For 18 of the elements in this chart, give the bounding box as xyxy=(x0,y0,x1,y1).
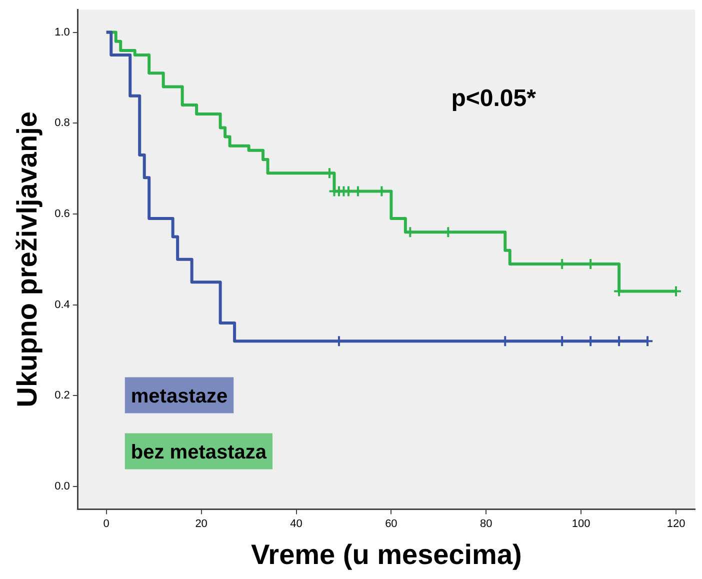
y-tick-label: 0.2 xyxy=(54,390,70,402)
y-tick-label: 0.8 xyxy=(54,117,70,130)
x-tick-label: 40 xyxy=(290,518,302,530)
x-tick-label: 0 xyxy=(103,518,110,530)
x-tick-label: 120 xyxy=(666,518,686,530)
annotation: p<0.05* xyxy=(451,85,537,112)
x-tick-label: 20 xyxy=(195,518,208,530)
x-tick-label: 100 xyxy=(572,518,590,530)
y-tick-label: 1.0 xyxy=(54,26,70,38)
y-tick-label: 0.4 xyxy=(54,298,70,311)
x-tick-label: 80 xyxy=(480,518,492,530)
y-tick-label: 0.0 xyxy=(54,480,70,493)
text: metastaze xyxy=(130,386,228,408)
text: bez metastaza xyxy=(130,442,268,464)
x-tick-label: 60 xyxy=(385,518,398,530)
y-tick-label: 0.6 xyxy=(54,208,70,220)
y-axis-title: Ukupno preživljavanje xyxy=(12,112,43,408)
x-axis-title: Vreme (u mesecima) xyxy=(251,538,522,570)
